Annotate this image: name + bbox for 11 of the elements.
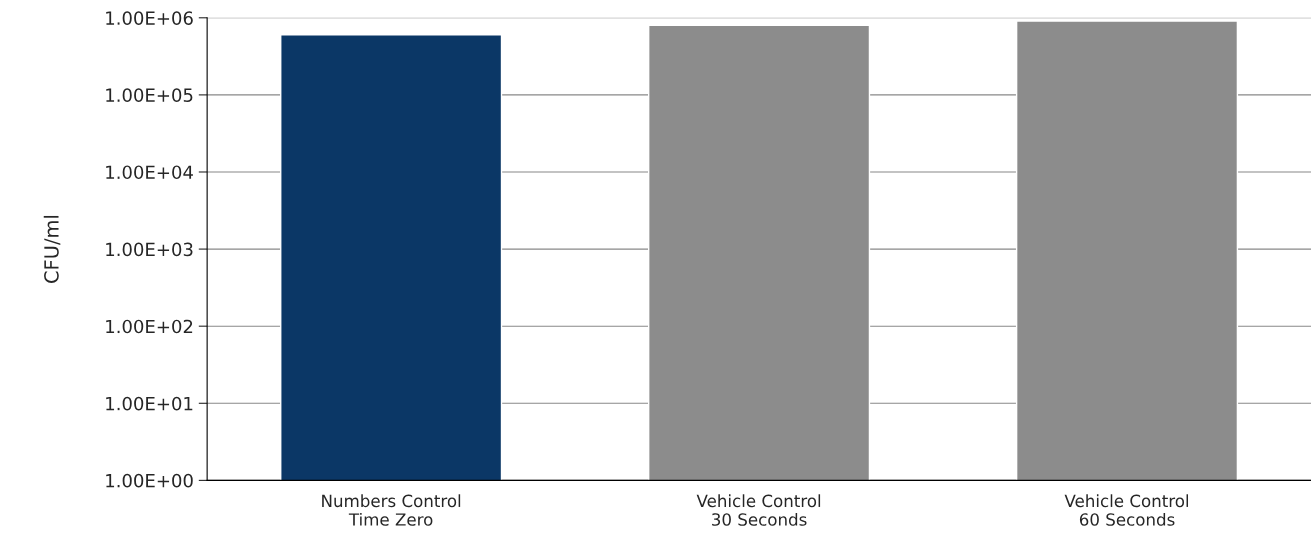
y-tick-label: 1.00E+04 bbox=[106, 165, 193, 180]
y-tick-label: 1.00E+01 bbox=[106, 396, 193, 411]
y-tick-label: 1.00E+06 bbox=[106, 11, 193, 25]
x-tick-label: Numbers Control Time Zero bbox=[322, 494, 461, 526]
y-tick-label: 1.00E+05 bbox=[106, 88, 193, 103]
y-tick-label: 1.00E+03 bbox=[106, 242, 193, 257]
x-tick-label: Vehicle Control 60 Seconds bbox=[1064, 494, 1189, 526]
y-axis-title: CFU/ml bbox=[43, 215, 61, 283]
y-tick-label: 1.00E+00 bbox=[106, 473, 193, 488]
y-tick-label: 1.00E+02 bbox=[106, 319, 193, 334]
x-tick-label: Vehicle Control 30 Seconds bbox=[696, 494, 821, 526]
